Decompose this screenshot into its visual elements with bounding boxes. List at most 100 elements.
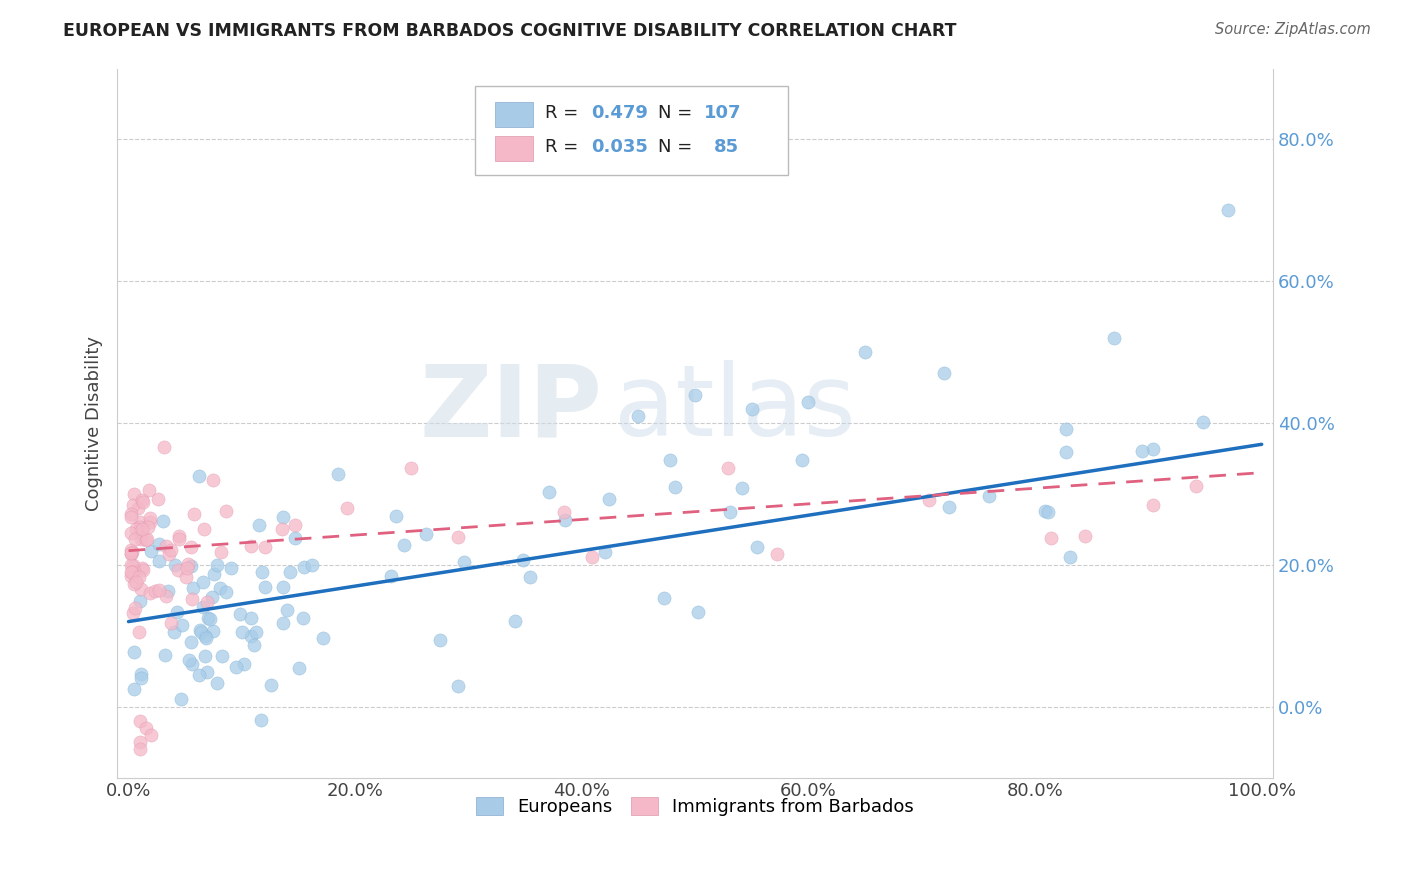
Bar [495, 136, 533, 161]
Point [278, 566, 301, 580]
Point [250, 713, 273, 727]
Point [121, 606, 143, 620]
Point [231, 624, 253, 639]
Point [741, 401, 763, 416]
Point [312, 631, 335, 645]
Point [717, 461, 740, 475]
Point [177, 558, 200, 572]
Point [385, 508, 408, 523]
Point [165, 558, 187, 572]
Point [505, 614, 527, 628]
Point [138, 519, 160, 533]
Point [176, 561, 198, 575]
Point [292, 611, 315, 625]
Point [271, 580, 294, 594]
Point [177, 653, 200, 667]
Point [718, 505, 741, 519]
Point [128, 525, 150, 540]
Point [254, 580, 277, 594]
Point [127, 501, 149, 516]
Point [122, 564, 145, 578]
Point [250, 565, 273, 579]
Point [1216, 203, 1239, 218]
Point [131, 667, 153, 681]
Point [201, 590, 224, 604]
Point [215, 504, 238, 518]
Point [553, 506, 575, 520]
Point [233, 657, 256, 671]
Point [195, 632, 218, 646]
Point [153, 648, 176, 662]
Point [120, 569, 142, 583]
Point [163, 624, 186, 639]
Point [1033, 504, 1056, 518]
Point [1142, 442, 1164, 456]
Point [129, 671, 152, 685]
Point [122, 681, 145, 696]
Point [270, 522, 292, 536]
Point [122, 498, 145, 512]
Point [253, 540, 276, 554]
Point [188, 668, 211, 682]
Point [187, 469, 209, 483]
Point [934, 367, 956, 381]
Point [121, 544, 143, 558]
Point [512, 552, 534, 566]
Point [447, 679, 470, 693]
Point [180, 540, 202, 554]
Text: R =: R = [546, 104, 583, 122]
Text: N =: N = [658, 104, 699, 122]
Point [122, 645, 145, 659]
Point [765, 547, 787, 561]
Point [627, 409, 650, 423]
Point [194, 629, 217, 643]
Point [392, 538, 415, 552]
Point [124, 532, 146, 546]
Text: atlas: atlas [614, 360, 856, 458]
Bar [495, 102, 533, 127]
Point [415, 527, 437, 541]
Point [174, 570, 197, 584]
Point [519, 570, 541, 584]
Point [156, 584, 179, 599]
Point [240, 629, 263, 643]
Point [1074, 529, 1097, 543]
Point [429, 633, 451, 648]
Point [380, 568, 402, 582]
Point [198, 612, 221, 626]
Text: EUROPEAN VS IMMIGRANTS FROM BARBADOS COGNITIVE DISABILITY CORRELATION CHART: EUROPEAN VS IMMIGRANTS FROM BARBADOS COG… [63, 22, 956, 40]
Point [122, 558, 145, 573]
Point [979, 489, 1001, 503]
Point [120, 507, 142, 521]
Point [120, 546, 142, 560]
Point [245, 625, 267, 640]
Point [595, 544, 617, 558]
Point [284, 518, 307, 533]
Point [148, 553, 170, 567]
Point [745, 540, 768, 554]
Point [132, 563, 155, 577]
Point [209, 545, 232, 559]
Point [239, 611, 262, 625]
Point [128, 624, 150, 639]
Point [120, 565, 142, 579]
Point [155, 589, 177, 603]
Point [166, 605, 188, 619]
Point [148, 537, 170, 551]
Point [194, 648, 217, 663]
Point [938, 500, 960, 515]
Point [211, 648, 233, 663]
Text: 107: 107 [704, 104, 742, 122]
Point [1192, 415, 1215, 429]
Point [447, 529, 470, 543]
Text: R =: R = [546, 137, 583, 155]
Point [180, 657, 202, 672]
Point [122, 487, 145, 501]
Point [652, 591, 675, 605]
Point [209, 582, 232, 596]
Point [120, 510, 142, 524]
Point [215, 584, 238, 599]
Text: Source: ZipAtlas.com: Source: ZipAtlas.com [1215, 22, 1371, 37]
Point [138, 511, 160, 525]
Point [121, 565, 143, 579]
